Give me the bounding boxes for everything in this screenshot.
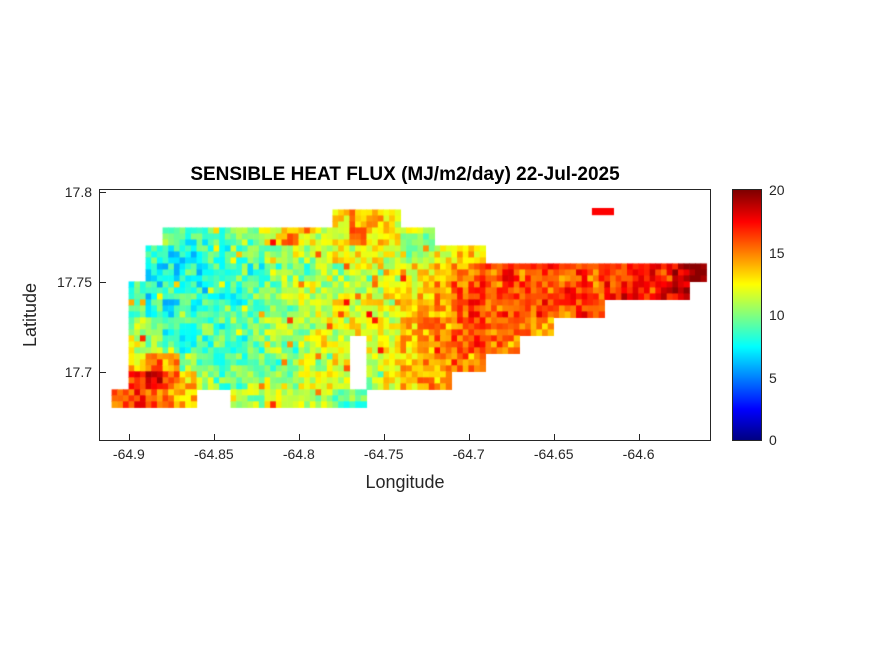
x-tick-mark [553, 434, 555, 440]
colorbar-tick-label: 5 [769, 369, 777, 386]
x-tick-mark [383, 434, 385, 440]
x-tick-label: -64.75 [363, 446, 404, 462]
x-tick-label: -64.65 [533, 446, 574, 462]
x-tick-label: -64.6 [622, 446, 655, 462]
x-axis-label: Longitude [365, 472, 445, 492]
colorbar-canvas [733, 190, 761, 440]
x-tick-label: -64.85 [193, 446, 234, 462]
x-tick-mark [128, 434, 130, 440]
colorbar-frame [732, 189, 762, 441]
y-tick-mark [100, 191, 106, 193]
colorbar-tick-label: 15 [769, 244, 785, 261]
heatmap-canvas [100, 190, 710, 440]
x-tick-mark [298, 434, 300, 440]
y-tick-mark [100, 281, 106, 283]
x-tick-label: -64.7 [452, 446, 485, 462]
x-tick-label: -64.9 [112, 446, 145, 462]
y-tick-label: 17.75 [56, 273, 92, 290]
y-tick-label: 17.8 [64, 183, 92, 200]
x-tick-mark [468, 434, 470, 440]
chart-title: SENSIBLE HEAT FLUX (MJ/m2/day) 22-Jul-20… [190, 164, 620, 185]
colorbar-tick-label: 20 [769, 182, 785, 198]
x-tick-label: -64.8 [282, 446, 315, 462]
x-tick-mark [638, 434, 640, 440]
x-tick-mark [213, 434, 215, 440]
y-tick-mark [100, 371, 106, 373]
colorbar-tick-label: 0 [769, 432, 777, 448]
y-tick-label: 17.7 [64, 363, 92, 380]
colorbar-tick-label: 10 [769, 307, 785, 323]
